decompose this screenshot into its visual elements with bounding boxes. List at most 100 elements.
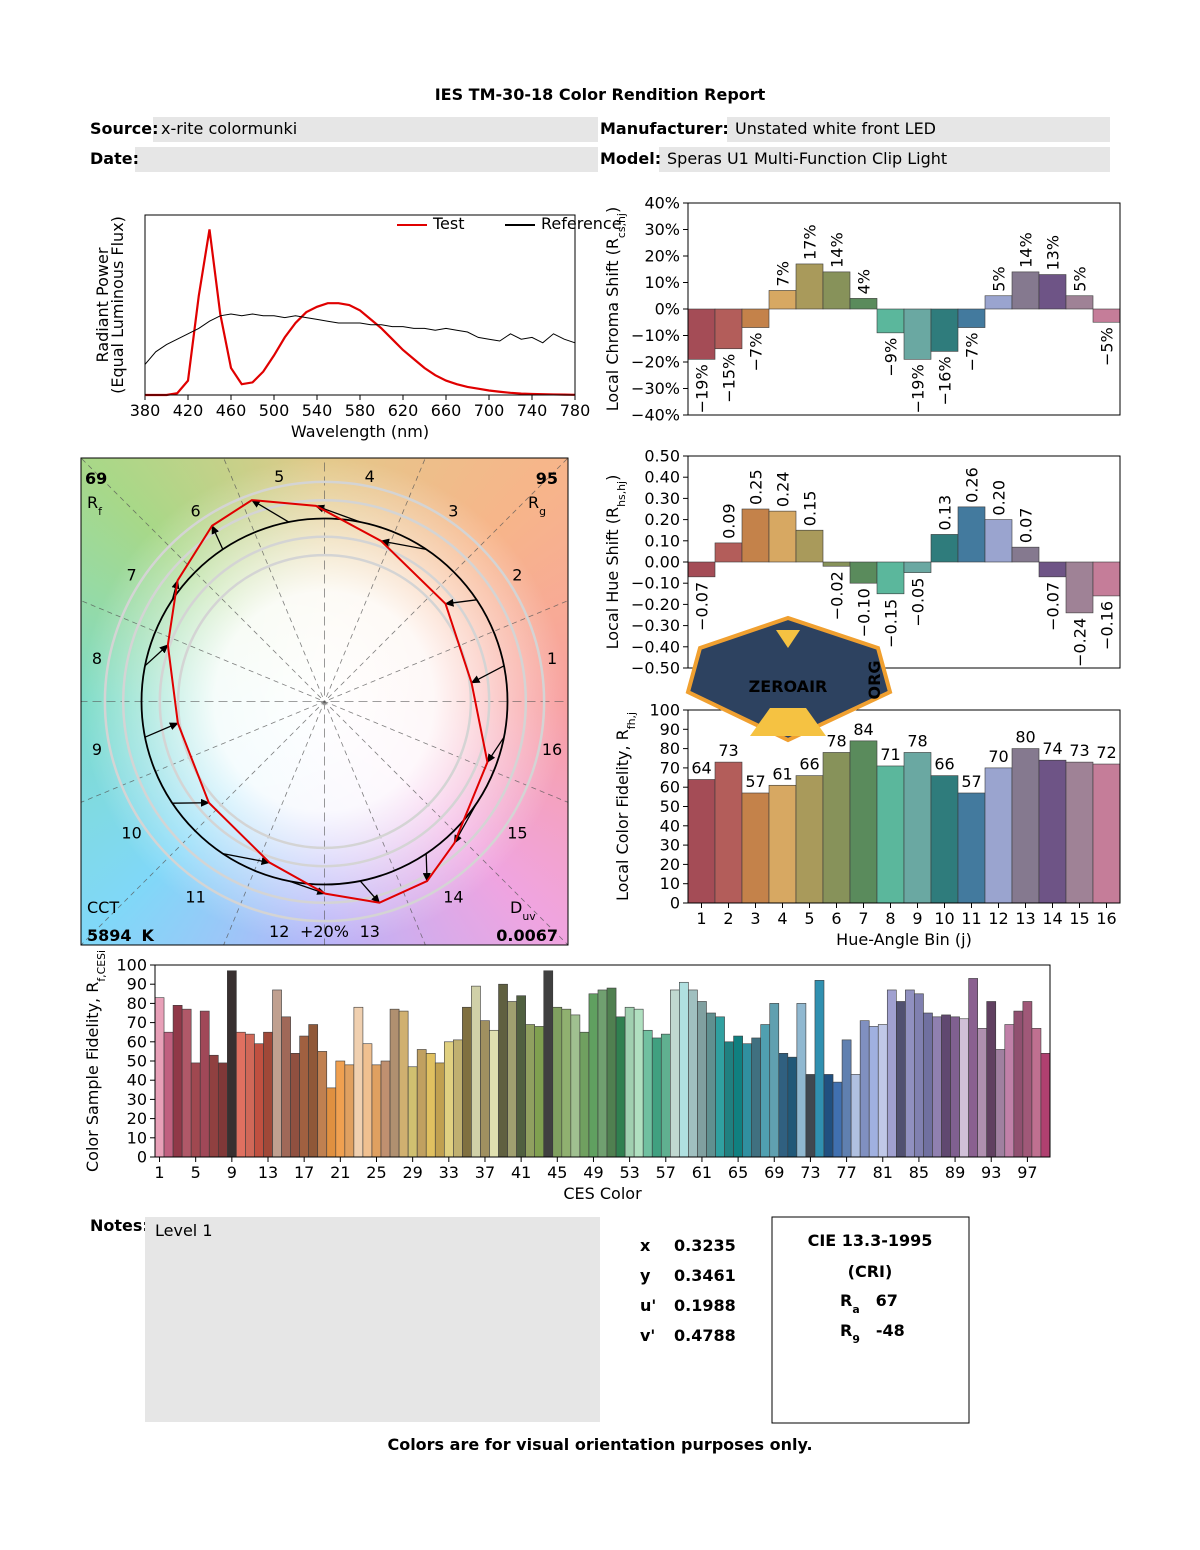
bar <box>957 308 986 328</box>
cri-index-part: -48 <box>876 1321 905 1340</box>
bar <box>687 779 716 904</box>
y-tick-label: −0.30 <box>631 616 680 635</box>
y-tick-label: 0.30 <box>644 489 680 508</box>
bar <box>932 1016 942 1158</box>
x-tick-label: 660 <box>431 401 462 420</box>
hue-bin-divider <box>81 600 568 803</box>
cct-value-part: K <box>142 926 155 945</box>
bar <box>832 1081 843 1158</box>
x-tick-label: 5 <box>804 909 814 928</box>
bar <box>1038 561 1067 578</box>
bar <box>714 761 743 904</box>
shift-arrow <box>144 644 169 667</box>
y-tick-label: 0 <box>137 1148 147 1167</box>
bar <box>841 1039 852 1158</box>
bar <box>1065 295 1094 310</box>
bar <box>814 980 825 1158</box>
cri-index: R9 -48 <box>840 1321 905 1346</box>
x-tick-label: 25 <box>366 1163 386 1182</box>
bar <box>742 1043 752 1158</box>
value-label: 14% <box>1017 232 1036 268</box>
y-tick-label: 70 <box>127 1013 147 1032</box>
bar <box>471 985 481 1158</box>
value-label: 0.26 <box>963 467 982 503</box>
hue-bin-label: 5 <box>274 467 284 486</box>
bar <box>190 1062 201 1158</box>
x-tick-label: 49 <box>583 1163 603 1182</box>
series-line <box>144 313 576 365</box>
value-label: −19% <box>909 364 928 413</box>
hue-bin-label: 1 <box>547 649 557 668</box>
y-tick-label: 20% <box>644 247 680 266</box>
x-tick-label: 13 <box>258 1163 278 1182</box>
bar <box>768 510 797 563</box>
rf-label-part: f <box>98 505 103 518</box>
bar <box>724 1041 734 1158</box>
chromaticity-value: 0.3461 <box>674 1266 736 1285</box>
hue-bin-label: 8 <box>92 649 102 668</box>
bar <box>588 993 599 1158</box>
bar <box>1011 271 1040 310</box>
bar <box>1040 1053 1051 1158</box>
x-tick-label: 580 <box>345 401 376 420</box>
shift-arrow <box>222 853 271 865</box>
y-axis-label: Local Color Fidelity, Rfh,j <box>613 712 638 901</box>
bar <box>822 752 851 904</box>
plot-frame <box>687 202 1121 416</box>
y-axis-label-part: ) <box>603 207 622 213</box>
y-tick-label: −0.20 <box>631 595 680 614</box>
bar <box>896 1001 906 1158</box>
bar <box>434 1062 445 1158</box>
bar <box>930 775 959 904</box>
x-tick-label: 77 <box>836 1163 856 1182</box>
value-label: 0.13 <box>936 495 955 531</box>
bar <box>1038 274 1067 310</box>
bar <box>624 1006 635 1158</box>
cct-label: CCT <box>87 898 119 917</box>
bar <box>227 970 237 1158</box>
bar <box>642 1029 653 1158</box>
bar <box>930 308 959 352</box>
field-value: Speras U1 Multi-Function Clip Light <box>667 149 947 168</box>
x-tick-label: 14 <box>1042 909 1062 928</box>
duv-label-part: uv <box>522 910 536 923</box>
bar <box>687 561 716 578</box>
bar <box>795 263 824 310</box>
y-tick-label: 50 <box>660 797 680 816</box>
shift-arrow <box>315 504 361 523</box>
shift-arrow <box>422 853 431 883</box>
value-label: −0.10 <box>855 588 874 637</box>
y-tick-label: 70 <box>660 758 680 777</box>
x-tick-label: 3 <box>750 909 760 928</box>
bar <box>579 1031 590 1158</box>
value-label: 64 <box>691 758 711 777</box>
shift-arrow <box>211 524 224 550</box>
x-tick-label: 11 <box>961 909 981 928</box>
chroma-ring <box>121 498 528 905</box>
notes-text: Level 1 <box>155 1221 213 1240</box>
y-tick-label: 90 <box>127 975 147 994</box>
bar <box>525 1024 535 1158</box>
rg-label-part: R <box>528 493 539 512</box>
x-tick-label: 6 <box>831 909 841 928</box>
notes-label: Notes: <box>90 1216 149 1235</box>
y-axis-label-part: Local Hue Shift (R <box>603 507 622 649</box>
bar <box>868 1026 879 1158</box>
bar <box>263 1031 273 1158</box>
value-label: 72 <box>1096 743 1116 762</box>
chromaticity-value: 0.4788 <box>674 1326 736 1345</box>
x-tick-label: 65 <box>728 1163 748 1182</box>
bar <box>272 989 282 1158</box>
value-label: −15% <box>720 354 739 403</box>
watermark-small: ORG <box>865 660 884 699</box>
y-tick-label: 0 <box>670 894 680 913</box>
shift-arrow <box>288 880 327 895</box>
x-tick-label: 29 <box>402 1163 422 1182</box>
value-label: −19% <box>693 364 712 413</box>
bar <box>941 1014 951 1158</box>
rf-label-part: R <box>87 493 98 512</box>
x-tick-label: 9 <box>912 909 922 928</box>
x-tick-label: 73 <box>800 1163 820 1182</box>
y-tick-label: 10 <box>127 1128 147 1147</box>
bar <box>507 1001 517 1158</box>
